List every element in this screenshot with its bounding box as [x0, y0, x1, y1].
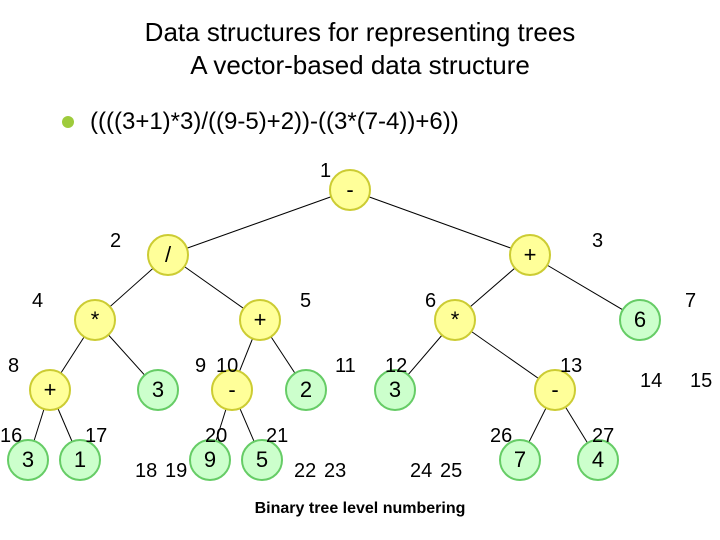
level-number-23: 23: [324, 460, 346, 483]
slide-title: Data structures for representing trees A…: [0, 0, 720, 81]
bullet-expression: ((((3+1)*3)/((9-5)+2))-((3*(7-4))+6)): [62, 108, 459, 136]
caption: Binary tree level numbering: [0, 500, 720, 518]
tree-node-2: /: [147, 234, 189, 276]
tree-node-6: *: [434, 299, 476, 341]
tree-node-8: +: [29, 369, 71, 411]
expression-text: ((((3+1)*3)/((9-5)+2))-((3*(7-4))+6)): [90, 108, 459, 136]
tree-node-11: 2: [285, 369, 327, 411]
level-number-13: 13: [560, 355, 582, 378]
level-number-27: 27: [592, 425, 614, 448]
level-number-21: 21: [266, 425, 288, 448]
level-number-3: 3: [592, 230, 603, 253]
level-number-16: 16: [0, 425, 22, 448]
level-number-6: 6: [425, 290, 436, 313]
level-number-8: 8: [8, 355, 19, 378]
bullet-icon: [62, 116, 74, 128]
level-number-4: 4: [32, 290, 43, 313]
tree-node-4: *: [74, 299, 116, 341]
title-line2: A vector-based data structure: [0, 49, 720, 82]
level-number-18: 18: [135, 460, 157, 483]
level-number-12: 12: [385, 355, 407, 378]
tree-node-7: 6: [619, 299, 661, 341]
level-number-15: 15: [690, 370, 712, 393]
level-number-1: 1: [320, 160, 331, 183]
level-number-10: 10: [216, 355, 238, 378]
tree-node-3: +: [509, 234, 551, 276]
level-number-25: 25: [440, 460, 462, 483]
level-number-2: 2: [110, 230, 121, 253]
level-number-26: 26: [490, 425, 512, 448]
level-number-9: 9: [195, 355, 206, 378]
tree-node-9: 3: [137, 369, 179, 411]
level-number-7: 7: [685, 290, 696, 313]
level-number-20: 20: [205, 425, 227, 448]
title-line1: Data structures for representing trees: [0, 16, 720, 49]
level-number-24: 24: [410, 460, 432, 483]
level-number-22: 22: [294, 460, 316, 483]
tree-node-5: +: [239, 299, 281, 341]
level-number-17: 17: [85, 425, 107, 448]
level-number-11: 11: [335, 355, 356, 378]
level-number-14: 14: [640, 370, 662, 393]
tree-node-1: -: [329, 169, 371, 211]
level-number-5: 5: [300, 290, 311, 313]
level-number-19: 19: [165, 460, 187, 483]
